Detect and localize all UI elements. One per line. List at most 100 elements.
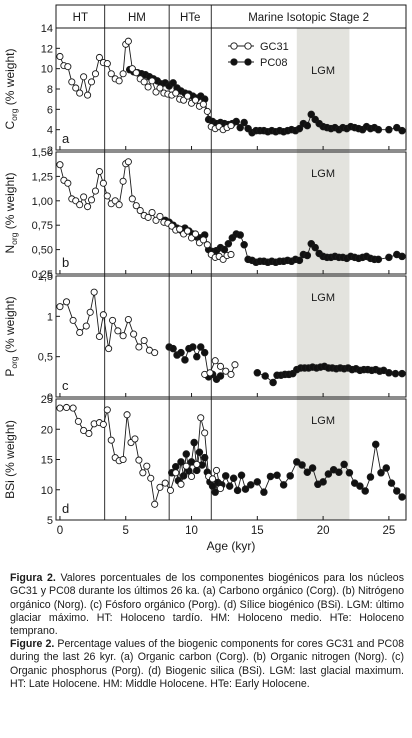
data-point-filled bbox=[220, 245, 229, 254]
caption-spanish-label: Figura 2. bbox=[10, 572, 56, 584]
data-point-filled bbox=[237, 471, 246, 479]
data-point-open bbox=[64, 63, 72, 71]
lgm-label: LGM bbox=[311, 292, 335, 304]
data-point-filled bbox=[324, 470, 333, 478]
panel-bsi: LGM 5 10 15 20 25 BSi (% weight) d bbox=[3, 394, 407, 527]
data-point-filled bbox=[189, 343, 197, 351]
series-pc08-porg bbox=[165, 343, 406, 387]
y-tick-label: 0,5 bbox=[38, 352, 53, 364]
data-point-open bbox=[80, 426, 88, 435]
caption-spanish-text: Valores porcentuales de los componentes … bbox=[10, 572, 404, 638]
data-point-filled bbox=[269, 378, 277, 387]
data-point-open bbox=[227, 250, 235, 259]
data-point-filled bbox=[253, 478, 262, 486]
series-gc31-corg bbox=[56, 37, 235, 134]
data-point-open bbox=[95, 332, 103, 341]
data-point-filled bbox=[225, 482, 234, 490]
data-point-open bbox=[166, 486, 175, 494]
series-line bbox=[59, 407, 221, 505]
data-point-filled bbox=[261, 372, 269, 380]
y-tick-label: 14 bbox=[41, 23, 53, 35]
y-tick-label: 1,50 bbox=[32, 147, 53, 159]
data-point-filled bbox=[303, 251, 312, 260]
period-label-hm: HM bbox=[128, 12, 146, 24]
data-point-open bbox=[84, 203, 92, 211]
data-point-filled bbox=[195, 448, 204, 456]
data-point-filled bbox=[260, 488, 268, 496]
y-tick-label: 1,5 bbox=[38, 271, 53, 283]
x-tick-label: 25 bbox=[382, 525, 395, 537]
y-tick-label: 5 bbox=[47, 515, 53, 527]
panel-letter-d: d bbox=[62, 501, 69, 516]
data-point-open bbox=[62, 298, 71, 306]
legend-label-gc31: GC31 bbox=[260, 41, 289, 53]
period-label-marine-isotopic-stage-2: Marine Isotopic Stage 2 bbox=[248, 12, 369, 24]
panel-letter-b: b bbox=[62, 255, 69, 270]
y-tick-label: 15 bbox=[41, 455, 53, 467]
y-tick-label: 10 bbox=[41, 485, 53, 497]
data-point-open bbox=[132, 69, 140, 77]
data-point-open bbox=[115, 77, 123, 85]
data-point-open bbox=[130, 330, 138, 338]
data-point-filled bbox=[298, 461, 306, 469]
data-point-open bbox=[191, 230, 200, 238]
data-point-open bbox=[109, 316, 117, 324]
data-point-open bbox=[216, 484, 225, 493]
data-point-open bbox=[193, 460, 201, 468]
y-tick-label: 0 bbox=[47, 392, 53, 404]
data-point-open bbox=[191, 96, 200, 104]
data-point-open bbox=[124, 158, 132, 166]
x-axis-label: Age (kyr) bbox=[207, 539, 256, 553]
data-point-filled bbox=[361, 487, 369, 495]
data-point-filled bbox=[246, 481, 255, 489]
y-axis-label-corg: Corg (% weight) bbox=[3, 49, 19, 130]
data-point-filled bbox=[393, 487, 401, 495]
data-point-open bbox=[148, 77, 156, 85]
data-point-filled bbox=[200, 348, 209, 357]
data-point-open bbox=[95, 53, 103, 62]
series-line bbox=[59, 292, 236, 376]
data-point-filled bbox=[385, 369, 393, 377]
data-point-open bbox=[227, 370, 235, 378]
data-point-open bbox=[56, 303, 64, 311]
biogenic-components-figure: HT HM HTe Marine Isotopic Stage 2LGM2468101… bbox=[3, 4, 407, 553]
data-point-filled bbox=[181, 356, 189, 364]
y-tick-label: 1,25 bbox=[32, 171, 53, 183]
series-gc31-norg bbox=[56, 158, 235, 263]
data-point-open bbox=[69, 404, 77, 412]
data-point-filled bbox=[303, 121, 312, 130]
data-point-open bbox=[148, 208, 156, 217]
data-point-open bbox=[132, 202, 140, 210]
data-point-open bbox=[151, 349, 159, 357]
data-point-open bbox=[135, 456, 143, 464]
data-point-open bbox=[156, 84, 164, 92]
panel-frame-norg bbox=[55, 151, 407, 275]
period-label-hte: HTe bbox=[180, 12, 200, 24]
data-point-open bbox=[144, 83, 152, 91]
data-point-filled bbox=[169, 79, 177, 87]
data-point-filled bbox=[286, 472, 294, 480]
data-point-filled bbox=[236, 231, 244, 239]
data-point-open bbox=[80, 73, 88, 81]
y-tick-label: 25 bbox=[41, 394, 53, 406]
data-point-open bbox=[90, 288, 98, 296]
data-point-open bbox=[151, 500, 159, 508]
data-point-open bbox=[103, 60, 111, 68]
data-point-filled bbox=[182, 450, 191, 458]
data-point-filled bbox=[193, 352, 201, 361]
data-point-open bbox=[231, 361, 239, 369]
data-point-open bbox=[201, 429, 209, 437]
data-point-open bbox=[119, 332, 127, 340]
data-point-filled bbox=[398, 252, 406, 261]
data-point-filled bbox=[241, 485, 250, 493]
legend-marker bbox=[230, 58, 238, 66]
series-line bbox=[129, 69, 403, 134]
data-point-open bbox=[144, 213, 152, 221]
data-point-open bbox=[62, 403, 71, 412]
x-tick-label: 5 bbox=[123, 525, 129, 537]
data-point-filled bbox=[374, 125, 383, 134]
data-point-open bbox=[212, 466, 221, 474]
data-point-filled bbox=[279, 481, 288, 489]
y-tick-label: 4 bbox=[47, 125, 53, 137]
data-point-open bbox=[147, 474, 155, 482]
